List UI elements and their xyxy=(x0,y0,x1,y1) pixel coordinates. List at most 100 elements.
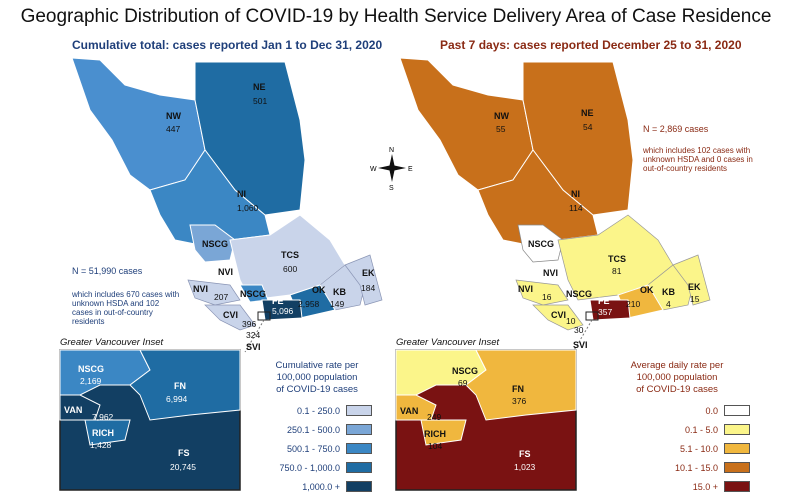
right-label-ek: EK xyxy=(688,282,701,292)
right-region-nvi xyxy=(515,279,569,306)
right-label-ne: NE xyxy=(581,108,594,118)
right-region-ne xyxy=(522,61,634,216)
left-legend-title-3: of COVID-19 cases xyxy=(276,384,358,395)
right-legend-label: 5.1 - 10.0 xyxy=(679,443,718,454)
left-value-fe: 5,096 xyxy=(272,306,294,316)
right-value-ni: 114 xyxy=(569,203,583,213)
left-inset-title: Greater Vancouver Inset xyxy=(60,337,164,348)
right-label-nvi2: NVI xyxy=(518,284,533,294)
compass-s: S xyxy=(389,185,394,192)
right-legend-title-2: 100,000 population xyxy=(636,372,718,383)
left-legend-item: 500.1 - 750.0 xyxy=(262,443,372,454)
left-region-nvi xyxy=(187,279,241,306)
right-label-nw: NW xyxy=(494,111,509,121)
left-value-ok: 2,958 xyxy=(298,299,320,309)
left-legend-item: 750.0 - 1,000.0 xyxy=(262,462,372,473)
right-inset-value-fn: 376 xyxy=(512,396,526,406)
left-label-ne: NE xyxy=(253,82,266,92)
right-legend-item: 10.1 - 15.0 xyxy=(640,462,750,473)
right-legend-swatch xyxy=(724,481,750,492)
right-value-ne: 54 xyxy=(583,122,593,132)
left-legend-label: 500.1 - 750.0 xyxy=(286,443,340,454)
left-label-fe: FE xyxy=(272,296,284,306)
right-subtitle: Past 7 days: cases reported December 25 … xyxy=(440,38,742,52)
right-label-nscg: NSCG xyxy=(528,239,554,249)
left-legend-item: 0.1 - 250.0 xyxy=(262,405,372,416)
right-inset-value-van: 249 xyxy=(427,412,441,422)
left-label-nscg: NSCG xyxy=(202,239,228,249)
right-label-cvi: CVI xyxy=(551,310,566,320)
right-legend-item: 15.0 + xyxy=(640,481,750,492)
left-legend-label: 750.0 - 1,000.0 xyxy=(279,462,340,473)
right-legend-swatch xyxy=(724,462,750,473)
right-legend-label: 10.1 - 15.0 xyxy=(674,462,718,473)
right-region-cvi xyxy=(532,304,584,331)
right-legend-swatch xyxy=(724,424,750,435)
right-inset-title: Greater Vancouver Inset xyxy=(396,337,500,348)
left-value-ek: 184 xyxy=(361,283,375,293)
right-value-fe: 357 xyxy=(598,307,612,317)
right-value-nw: 55 xyxy=(496,124,506,134)
left-label-nw: NW xyxy=(166,111,181,121)
right-region-ek xyxy=(672,254,711,306)
right-inset: NSCG 69 FN 376 VAN 249 RICH 104 FS 1,023 xyxy=(395,349,577,491)
right-inset-label-fn: FN xyxy=(512,384,524,394)
left-inset-label-fn: FN xyxy=(174,381,186,391)
left-region-nscg xyxy=(189,224,236,263)
left-label-nvi: NVI xyxy=(218,267,233,277)
left-inset-label-fs: FS xyxy=(178,448,190,458)
right-value-cvi: 10 xyxy=(566,316,576,326)
left-region-ek xyxy=(344,254,383,306)
left-inset-value-fn: 6,994 xyxy=(166,394,188,404)
left-legend-title-2: 100,000 population xyxy=(276,372,358,383)
left-legend-label: 0.1 - 250.0 xyxy=(296,405,340,416)
right-inset-label-rich: RICH xyxy=(424,429,446,439)
right-legend-title-1: Average daily rate per xyxy=(630,360,724,371)
right-legend-label: 0.1 - 5.0 xyxy=(684,424,718,435)
compass-e: E xyxy=(408,166,413,173)
left-label-svi: SVI xyxy=(246,342,261,352)
right-note: which includes 102 cases with unknown HS… xyxy=(643,146,753,173)
left-note: which includes 670 cases with unknown HS… xyxy=(72,290,180,326)
left-subtitle: Cumulative total: cases reported Jan 1 t… xyxy=(72,38,383,52)
right-value-ok: 210 xyxy=(626,299,640,309)
right-legend-item: 0.0 xyxy=(640,405,750,416)
right-map: NW 55 NE 54 NI 114 NSCG TCS 81 NVI NVI 1… xyxy=(399,57,711,353)
left-label-ek: EK xyxy=(362,268,375,278)
left-inset-label-rich: RICH xyxy=(92,428,114,438)
left-label-tcs: TCS xyxy=(281,250,299,260)
left-region-nw xyxy=(71,57,206,191)
right-label-nscg2: NSCG xyxy=(566,289,592,299)
right-value-svi: 30 xyxy=(574,325,584,335)
right-value-kb: 4 xyxy=(666,299,671,309)
left-value-svi: 324 xyxy=(246,330,260,340)
right-inset-value-fs: 1,023 xyxy=(514,462,536,472)
left-region-cvi xyxy=(204,304,256,331)
right-legend-swatch xyxy=(724,405,750,416)
right-legend-swatch xyxy=(724,443,750,454)
left-legend-item: 1,000.0 + xyxy=(262,481,372,492)
left-value-kb: 149 xyxy=(330,299,344,309)
right-legend-item: 5.1 - 10.0 xyxy=(640,443,750,454)
left-legend-title-1: Cumulative rate per xyxy=(275,360,359,371)
left-label-nscg2: NSCG xyxy=(240,289,266,299)
left-value-nvi: 207 xyxy=(214,292,228,302)
left-region-ne xyxy=(194,61,306,216)
left-inset-label-nscg: NSCG xyxy=(78,364,104,374)
left-value-nw: 447 xyxy=(166,124,180,134)
left-total: N = 51,990 cases xyxy=(72,266,143,276)
right-region-nscg xyxy=(517,224,564,263)
left-legend-swatch xyxy=(346,443,372,454)
left-legend-swatch xyxy=(346,424,372,435)
left-inset-value-fs: 20,745 xyxy=(170,462,196,472)
page-title: Geographic Distribution of COVID-19 by H… xyxy=(20,6,772,27)
right-inset-label-nscg: NSCG xyxy=(452,366,478,376)
right-legend-label: 0.0 xyxy=(705,405,718,416)
left-legend-label: 1,000.0 + xyxy=(302,481,340,492)
right-region-nw xyxy=(399,57,534,191)
left-label-kb: KB xyxy=(333,287,346,297)
left-legend-title: Cumulative rate per 100,000 population o… xyxy=(262,360,372,396)
left-legend-label: 250.1 - 500.0 xyxy=(286,424,340,435)
left-label-nvi2: NVI xyxy=(193,284,208,294)
